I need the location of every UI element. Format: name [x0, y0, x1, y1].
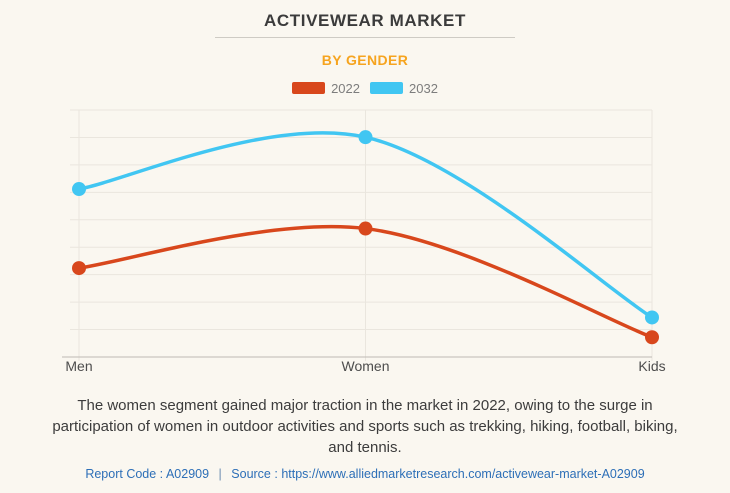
x-axis-label-Women: Women [342, 358, 390, 374]
source-link[interactable]: https://www.alliedmarketresearch.com/act… [281, 467, 645, 481]
data-point-2032-Men[interactable] [72, 182, 86, 197]
data-point-2022-Women[interactable] [358, 221, 373, 236]
report-source-line: Report Code : A02909 | Source : https://… [0, 467, 730, 481]
report-code-label: Report Code : [85, 467, 164, 481]
page-title: ACTIVEWEAR MARKET [264, 11, 466, 30]
title-divider [215, 37, 515, 38]
chart-area: Men Women Kids [0, 97, 730, 375]
legend-label-2032: 2032 [409, 80, 438, 96]
data-point-2022-Kids[interactable] [645, 330, 659, 345]
separator: | [218, 467, 222, 481]
chart-description: The women segment gained major traction … [52, 397, 678, 456]
legend-item-2032[interactable]: 2032 [370, 81, 438, 96]
legend-item-2022[interactable]: 2022 [292, 81, 360, 96]
gender-line-chart: Men Women Kids [62, 109, 666, 374]
legend-swatch-2022 [292, 82, 326, 94]
report-code-value: A02909 [165, 467, 210, 481]
data-point-2032-Women[interactable] [358, 130, 373, 145]
chart-legend: 2022 2032 [0, 81, 730, 96]
data-point-2022-Men[interactable] [72, 261, 86, 276]
x-axis-label-Kids: Kids [638, 358, 665, 374]
chart-subtitle: BY GENDER [321, 52, 409, 68]
source-label: Source : [231, 467, 278, 481]
legend-swatch-2032 [370, 82, 403, 94]
data-point-2032-Kids[interactable] [645, 310, 659, 325]
legend-label-2022: 2022 [331, 80, 360, 96]
x-axis-label-Men: Men [65, 358, 92, 374]
